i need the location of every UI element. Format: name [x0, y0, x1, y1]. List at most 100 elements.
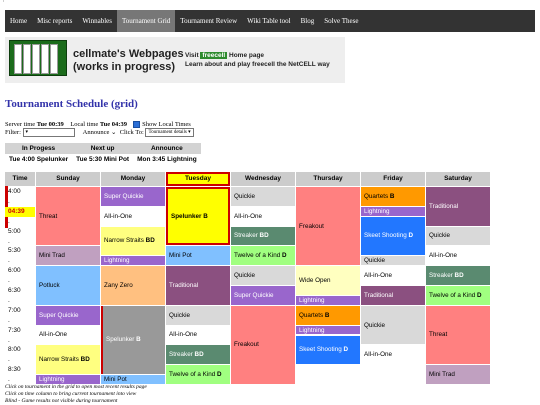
time-slot-label[interactable]: . — [8, 217, 10, 225]
time-slot-label[interactable]: . — [8, 296, 10, 304]
nav-blog[interactable]: Blog — [300, 17, 315, 25]
tournament-block-tue4[interactable]: Quickie — [166, 305, 230, 325]
time-slot-label[interactable]: . — [8, 336, 10, 344]
tournament-block-thu5[interactable]: Lightning — [296, 325, 360, 335]
time-slot-label[interactable]: 8:00 — [8, 346, 21, 354]
banner-title: cellmate's Webpages (works in progress) — [73, 48, 184, 73]
time-slot-label[interactable]: . — [8, 356, 10, 364]
tournament-block-fri1[interactable]: Quartets B — [361, 187, 425, 206]
tournament-block-thu4[interactable]: Quartets B — [296, 305, 360, 325]
tournament-block-fri6[interactable]: Traditional — [361, 286, 425, 305]
click-to-select[interactable]: Tournament details ▾ — [145, 128, 194, 138]
tournament-block-sat5[interactable]: Twelve of a Kind D — [426, 286, 490, 305]
time-slot-label[interactable]: . — [8, 316, 10, 324]
tournament-block-sun5[interactable]: All-in-One — [36, 325, 100, 345]
tournament-block-sat1[interactable]: Traditional — [426, 187, 490, 226]
tournament-block-sun7[interactable]: Lightning — [36, 375, 100, 384]
time-slot-label[interactable]: 6:30 — [8, 287, 21, 294]
tournament-block-sun3[interactable]: Potluck — [36, 266, 100, 305]
next-up-value[interactable]: Tue 5:30 Mini Pot — [76, 156, 130, 163]
tournament-block-tue1[interactable]: Spelunker B — [166, 187, 230, 246]
tournament-block-fri4[interactable]: Quickie — [361, 256, 425, 266]
tournament-block-wed3[interactable]: Streaker BD — [231, 226, 295, 246]
time-slot-label[interactable]: 4:00 — [8, 188, 21, 195]
tournament-block-sat2[interactable]: Quickie — [426, 226, 490, 246]
tournament-block-mon5[interactable]: Zany Zero — [101, 266, 165, 305]
day-header-thursday: Thursday — [296, 172, 360, 186]
tournament-name: Threat — [429, 331, 448, 339]
tournament-block-mon1[interactable]: Super Quickie — [101, 187, 165, 206]
tournament-badge: BD — [257, 232, 269, 240]
tournament-block-thu6[interactable]: Skeet Shooting D — [296, 335, 360, 365]
day-header-tuesday: Tuesday — [166, 172, 230, 186]
announce-value[interactable]: Mon 3:45 Lightning — [137, 156, 197, 163]
nav-bar: Home Misc reports Winnables Tournament G… — [5, 10, 535, 32]
tournament-name: Quickie — [429, 232, 450, 240]
tournament-block-mon6[interactable]: Spelunker B — [101, 305, 165, 375]
time-slot-label[interactable]: . — [8, 376, 10, 384]
time-slot-label[interactable]: . — [8, 257, 10, 265]
tournament-block-thu1[interactable]: Freakout — [296, 187, 360, 266]
tournament-name: Wide Open — [299, 277, 331, 285]
tournament-block-thu3[interactable]: Lightning — [296, 295, 360, 305]
nav-tournament-grid[interactable]: Tournament Grid — [116, 10, 176, 32]
tournament-block-sun4[interactable]: Super Quickie — [36, 305, 100, 325]
nav-winnables[interactable]: Winnables — [82, 17, 112, 25]
time-slot-label[interactable]: 7:00 — [8, 306, 21, 314]
tournament-badge: B — [201, 212, 208, 220]
nav-wiki-table-tool[interactable]: Wiki Table tool — [247, 17, 291, 25]
tournament-block-sat6[interactable]: Threat — [426, 305, 490, 365]
nav-tournament-review[interactable]: Tournament Review — [180, 17, 238, 25]
time-slot-label[interactable]: 8:30 — [8, 366, 21, 374]
time-slot-label[interactable]: 5:30 — [8, 247, 21, 255]
tournament-block-fri3[interactable]: Skeet Shooting D — [361, 216, 425, 256]
tournament-block-mon7[interactable]: Mini Pot — [101, 375, 165, 384]
nav-misc-reports[interactable]: Misc reports — [37, 17, 73, 25]
tournament-block-wed7[interactable]: Freakout — [231, 305, 295, 384]
tournament-block-tue3[interactable]: Traditional — [166, 266, 230, 305]
time-slot-label[interactable]: 5:00 — [8, 227, 21, 235]
time-column-header[interactable]: Time — [5, 172, 35, 186]
tournament-block-tue6[interactable]: Streaker BD — [166, 345, 230, 365]
tournament-block-thu2[interactable]: Wide Open — [296, 266, 360, 295]
nav-solve-these[interactable]: Solve These — [324, 17, 359, 25]
time-slot-label[interactable]: . — [8, 197, 10, 205]
time-slot-label[interactable]: 7:30 — [8, 326, 21, 334]
freecell-link[interactable]: freecell — [200, 52, 228, 59]
tournament-name: Lightning — [39, 376, 65, 384]
tournament-block-fri5[interactable]: All-in-One — [361, 266, 425, 285]
tournament-block-sat4[interactable]: Streaker BD — [426, 266, 490, 285]
tournament-block-wed6[interactable]: Super Quickie — [231, 286, 295, 305]
time-slot-label[interactable]: . — [8, 237, 10, 245]
tournament-block-wed5[interactable]: Quickie — [231, 266, 295, 285]
tournament-block-tue7[interactable]: Twelve of a Kind D — [166, 365, 230, 384]
tournament-block-tue2[interactable]: Mini Pot — [166, 246, 230, 266]
tournament-block-fri2[interactable]: Lightning — [361, 206, 425, 216]
tournament-block-sun6[interactable]: Narrow Straits BD — [36, 345, 100, 375]
site-banner: cellmate's Webpages (works in progress) … — [5, 37, 345, 83]
tournament-block-mon4[interactable]: Lightning — [101, 256, 165, 266]
tournament-block-sat3[interactable]: All-in-One — [426, 246, 490, 266]
tournament-block-sat7[interactable]: Mini Trad — [426, 365, 490, 384]
tournament-block-tue5[interactable]: All-in-One — [166, 325, 230, 345]
tournament-block-wed1[interactable]: Quickie — [231, 187, 295, 206]
note-click-time: Click on time column to bring current to… — [5, 391, 137, 397]
tournament-block-sun1[interactable]: Threat — [36, 187, 100, 246]
tournament-block-fri8[interactable]: All-in-One — [361, 345, 425, 365]
tournament-block-fri7[interactable]: Quickie — [361, 305, 425, 345]
tournament-block-sun2[interactable]: Mini Trad — [36, 246, 100, 266]
time-slot-label[interactable]: 6:00 — [8, 267, 21, 275]
tournament-name: All-in-One — [39, 331, 67, 339]
filter-select[interactable]: ▾ — [22, 128, 75, 138]
time-slot-label[interactable]: . — [8, 277, 10, 285]
time-slot-label[interactable]: 04:39 — [5, 206, 35, 217]
tournament-block-wed4[interactable]: Twelve of a Kind D — [231, 246, 295, 266]
in-progress-value[interactable]: Tue 4:00 Spelunker — [9, 156, 69, 163]
nav-home[interactable]: Home — [10, 17, 28, 25]
show-local-checkbox[interactable] — [133, 121, 141, 129]
announce-toggle-icon[interactable]: ⌄ — [110, 129, 117, 136]
tournament-block-mon3[interactable]: Narrow Straits BD — [101, 226, 165, 256]
tournament-block-mon2[interactable]: All-in-One — [101, 206, 165, 226]
tournament-block-wed2[interactable]: All-in-One — [231, 206, 295, 226]
time-row: Server time Tue 00:39 Local time Tue 04:… — [5, 121, 191, 129]
